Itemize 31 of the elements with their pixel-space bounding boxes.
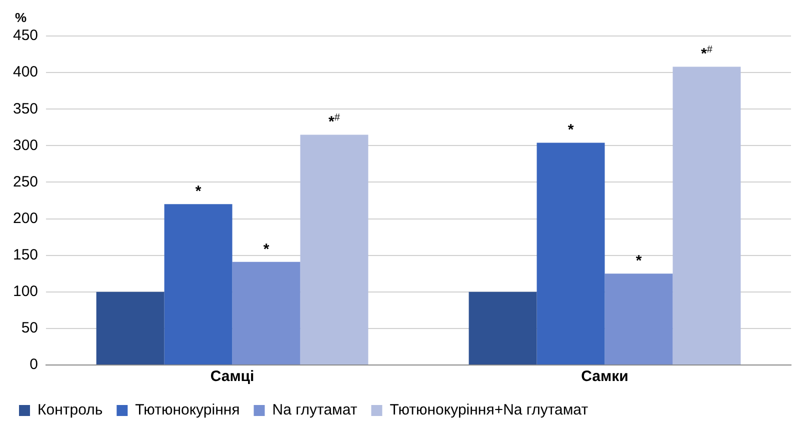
y-tick-label: 250 [12,173,38,190]
bar [300,134,368,364]
y-axis-title: % [15,10,27,25]
y-tick-label: 150 [12,246,38,264]
y-tick-label: 200 [12,210,38,227]
bar [536,142,605,364]
x-tick-label: Самці [210,368,254,386]
y-tick-label: 50 [21,320,38,337]
y-tick-label: 350 [12,100,38,118]
legend-label: Тютюнокуріння [135,402,240,419]
bar [96,292,164,364]
bar [164,204,232,364]
legend-label: Тютюнокуріння+Na глутамат [390,402,588,419]
data-label: * [195,183,202,200]
legend-label: Контроль [38,402,103,419]
data-label: * [263,240,270,258]
y-tick-label: 450 [12,27,38,44]
data-label: * [568,122,574,139]
bar [232,262,300,364]
y-tick-label: 300 [12,136,38,154]
bar [468,292,537,364]
legend-label: Na глутамат [272,402,358,419]
data-label: *# [328,112,340,131]
y-tick-label: 100 [12,283,38,300]
y-tick-label: 0 [30,356,38,374]
bar [672,66,741,364]
y-tick-label: 400 [12,64,38,81]
data-label: * [636,252,642,270]
bar [604,274,673,364]
data-label: *# [701,44,713,63]
x-tick-label: Самки [581,368,628,386]
